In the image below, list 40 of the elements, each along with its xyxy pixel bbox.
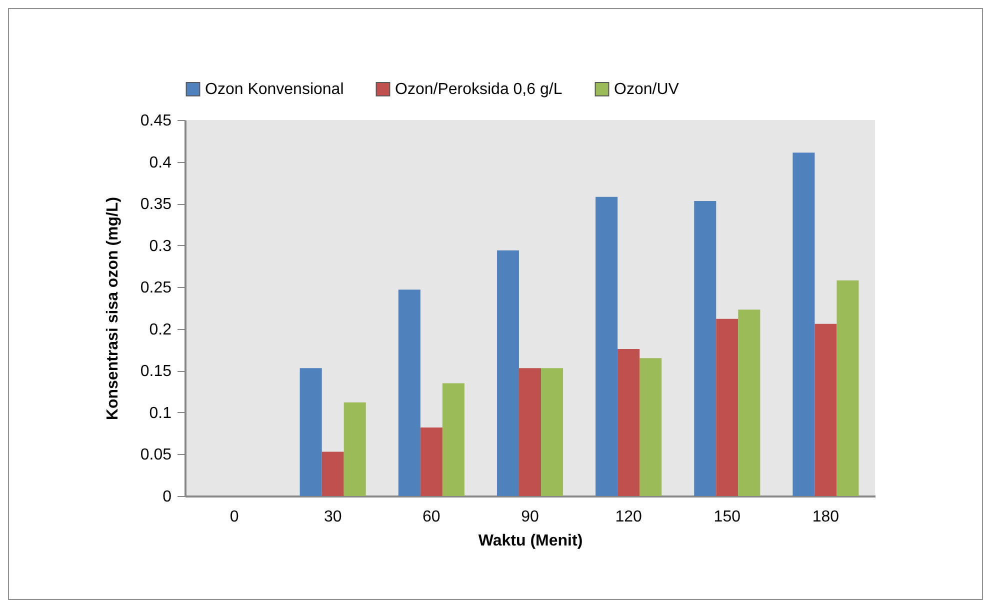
y-tick-label: 0	[162, 488, 172, 506]
x-tick-label: 180	[812, 508, 840, 526]
bar	[442, 383, 464, 496]
y-tick-label: 0.4	[149, 154, 172, 172]
bar	[398, 290, 420, 496]
x-tick-label: 90	[521, 508, 539, 526]
bar	[541, 368, 564, 496]
legend-label: Ozon/Peroksida 0,6 g/L	[395, 81, 562, 98]
x-axis-title: Waktu (Menit)	[478, 532, 583, 550]
y-tick-label: 0.15	[140, 363, 172, 380]
bar	[420, 427, 442, 496]
x-tick-label: 120	[615, 508, 642, 526]
y-tick-label: 0.35	[140, 196, 172, 214]
bar	[836, 280, 859, 496]
bar	[322, 452, 344, 496]
bar	[596, 196, 618, 496]
legend-label: Ozon Konvensional	[205, 81, 344, 98]
bar	[738, 310, 760, 496]
bar	[694, 201, 716, 496]
x-tick-label: 150	[714, 508, 741, 526]
bar	[814, 324, 837, 496]
bar	[716, 318, 738, 496]
legend-label: Ozon/UV	[614, 81, 680, 98]
bar	[344, 402, 366, 496]
bar	[640, 358, 662, 496]
bar	[300, 368, 322, 496]
x-tick-label: 30	[324, 508, 342, 526]
bar	[518, 368, 542, 496]
y-tick-label: 0.25	[140, 280, 172, 297]
x-tick-label: 60	[422, 508, 440, 526]
y-tick-label: 0.1	[149, 404, 172, 422]
bar	[618, 348, 640, 496]
bar	[792, 152, 815, 496]
y-tick-label: 0.3	[149, 238, 172, 255]
y-tick-label: 0.45	[140, 112, 172, 130]
x-tick-label: 0	[230, 508, 239, 526]
y-axis-title: Konsentrasi sisa ozon (mg/L)	[104, 196, 122, 420]
y-tick-label: 0.2	[149, 321, 172, 338]
y-tick-label: 0.05	[140, 446, 172, 464]
bar	[496, 250, 519, 496]
